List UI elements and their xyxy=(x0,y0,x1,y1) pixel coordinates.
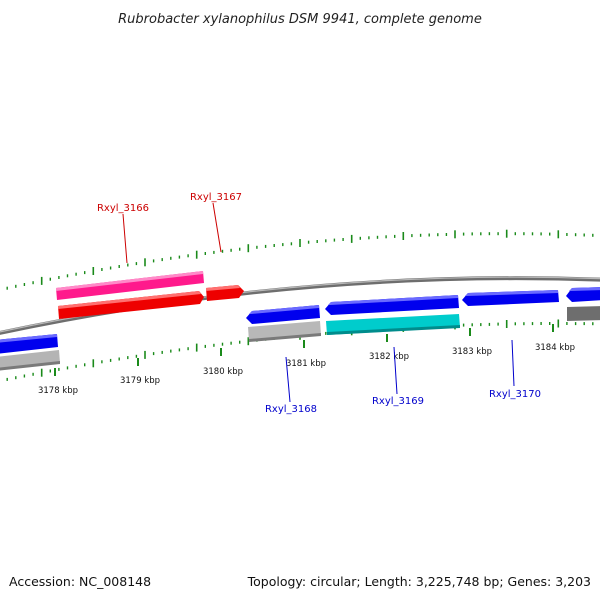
gene-right-gene[interactable] xyxy=(567,306,600,321)
gene-rxyl-3169-gene[interactable] xyxy=(326,314,460,335)
gene-rxyl-3166-upper[interactable] xyxy=(56,271,204,300)
leader-rxyl-3168 xyxy=(285,356,291,403)
leader-rxyl-3167 xyxy=(212,202,222,253)
kbp-label-3181: 3181 kbp xyxy=(286,359,326,369)
gene-right-cds-shine xyxy=(569,287,600,291)
map-title: Rubrobacter xylanophilus DSM 9941, compl… xyxy=(118,12,482,27)
gene-rxyl-3168-cds[interactable] xyxy=(246,305,320,324)
leader-rxyl-3169 xyxy=(393,346,398,395)
kbp-label-3183: 3183 kbp xyxy=(452,347,492,357)
label-rxyl-3167[interactable]: Rxyl_3167 xyxy=(190,192,242,203)
gene-rxyl-3168-shine xyxy=(249,305,319,314)
genome-backbone xyxy=(0,276,600,335)
kbp-label-3179: 3179 kbp xyxy=(120,376,160,386)
kbp-label-3182: 3182 kbp xyxy=(369,352,409,362)
kbp-label-3180: 3180 kbp xyxy=(203,367,243,377)
label-rxyl-3170[interactable]: Rxyl_3170 xyxy=(489,389,541,400)
leader-rxyl-3170 xyxy=(511,339,515,387)
accession-text: Accession: NC_008148 xyxy=(9,574,151,589)
gene-rxyl-3170-shine xyxy=(465,290,558,296)
kbp-label-3178: 3178 kbp xyxy=(38,386,78,396)
gene-left-gene-shade xyxy=(0,361,60,371)
gene-rxyl-3167-shine xyxy=(206,285,240,291)
gene-rxyl-3166-cds-shine xyxy=(58,291,201,309)
label-rxyl-3166[interactable]: Rxyl_3166 xyxy=(97,203,149,214)
leader-rxyl-3166 xyxy=(122,213,128,264)
gene-rxyl-3169-gene-shade xyxy=(327,325,460,335)
plus-strand-genes xyxy=(56,271,244,319)
plus-strand-ticks xyxy=(6,229,594,290)
minus-strand-genes xyxy=(0,287,600,371)
gene-rxyl-3169-shine xyxy=(328,295,458,305)
summary-text: Topology: circular; Length: 3,225,748 bp… xyxy=(247,574,591,589)
gene-labels: Rxyl_3166 Rxyl_3167 Rxyl_3168 Rxyl_3169 … xyxy=(97,192,541,415)
label-rxyl-3169[interactable]: Rxyl_3169 xyxy=(372,396,424,407)
gene-rxyl-3168-gene-shade xyxy=(249,333,321,342)
gene-rxyl-3166-cds[interactable] xyxy=(58,291,204,319)
gene-rxyl-3166-upper-shine xyxy=(56,271,203,291)
gene-rxyl-3169-cds[interactable] xyxy=(325,295,459,315)
kbp-label-3184: 3184 kbp xyxy=(535,343,575,353)
label-rxyl-3168[interactable]: Rxyl_3168 xyxy=(265,404,317,415)
kbp-scale: 3178 kbp 3179 kbp 3180 kbp 3181 kbp 3182… xyxy=(38,324,575,396)
gene-left-cds-shine xyxy=(0,334,57,343)
